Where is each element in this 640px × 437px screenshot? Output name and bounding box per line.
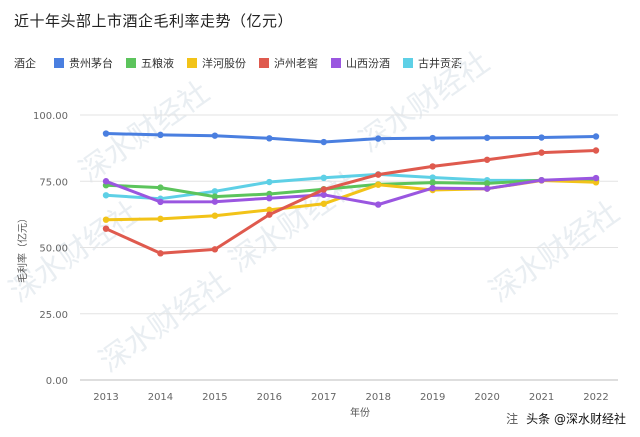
legend-swatch-gujinggong <box>403 58 413 68</box>
y-tick-label: 75.00 <box>39 177 68 188</box>
x-tick-label: 2017 <box>311 392 336 403</box>
x-tick-label: 2018 <box>365 392 390 403</box>
data-point-s4-2021 <box>538 176 545 184</box>
data-point-s2-2015 <box>211 212 219 219</box>
legend-label-fenjiu: 山西汾酒 <box>346 57 390 70</box>
data-point-s0-2013 <box>102 130 110 137</box>
data-point-s5-2019 <box>429 174 436 181</box>
data-point-s2-2016 <box>266 206 273 214</box>
data-point-s3-2015 <box>211 246 219 253</box>
x-tick-label: 2015 <box>202 392 227 403</box>
legend-item-maotai[interactable]: 贵州茅台 <box>54 55 113 71</box>
watermark-text: 深水财经社 <box>353 45 496 160</box>
legend-item-gujinggong[interactable]: 古井贡酒 <box>403 55 462 71</box>
y-tick-label: 100.00 <box>33 111 68 122</box>
data-point-s1-2019 <box>429 179 436 186</box>
footer-brand: 头条 @深水财经社 <box>526 412 626 426</box>
data-point-s4-2018 <box>375 201 382 208</box>
chart-title: 近十年头部上市酒企毛利率走势（亿元） <box>14 12 294 30</box>
data-point-s0-2014 <box>157 131 164 139</box>
footer-note: 注 <box>506 412 519 426</box>
data-point-s1-2015 <box>211 193 219 200</box>
watermark-text: 深水财经社 <box>223 165 366 280</box>
data-point-s4-2016 <box>266 195 273 202</box>
data-point-s3-2016 <box>266 211 273 218</box>
legend-swatch-maotai <box>54 58 64 68</box>
data-point-s0-2020 <box>483 134 491 141</box>
data-point-s0-2022 <box>592 133 600 140</box>
legend-item-luzhoulaojiao[interactable]: 泸州老窖 <box>259 55 318 71</box>
data-point-s0-2016 <box>266 135 273 142</box>
series-line-0 <box>104 132 598 144</box>
data-point-s0-2018 <box>375 135 382 142</box>
data-point-s3-2013 <box>102 225 110 232</box>
legend-label-gujinggong: 古井贡酒 <box>418 57 462 70</box>
y-tick-label: 50.00 <box>39 244 68 255</box>
legend-title: 酒企 <box>14 57 36 70</box>
watermark-text: 深水财经社 <box>93 265 236 380</box>
y-tick-label: 25.00 <box>39 310 68 321</box>
data-point-s3-2019 <box>429 163 436 170</box>
data-point-s3-2017 <box>320 186 327 193</box>
x-axis-label: 年份 <box>350 406 370 419</box>
data-point-s0-2015 <box>211 132 219 139</box>
series-line-3 <box>104 149 598 255</box>
data-point-s3-2022 <box>592 147 600 154</box>
footer: 注 头条 @深水财经社 <box>506 410 626 427</box>
data-point-s2-2013 <box>102 216 110 223</box>
data-point-s1-2014 <box>157 184 164 191</box>
x-tick-label: 2019 <box>420 392 445 403</box>
legend-swatch-yanghe <box>187 58 197 68</box>
data-point-s4-2019 <box>429 184 436 192</box>
legend-label-yanghe: 洋河股份 <box>202 57 246 70</box>
data-point-s0-2019 <box>429 134 436 142</box>
data-point-s5-2015 <box>211 188 219 195</box>
data-point-s5-2016 <box>266 178 273 186</box>
x-tick-label: 2021 <box>529 392 554 403</box>
data-point-s5-2013 <box>102 192 110 199</box>
data-point-s4-2020 <box>483 185 491 192</box>
legend: 酒企 贵州茅台 五粮液 洋河股份 泸州老窖 山西汾酒 古井贡酒 <box>14 55 475 71</box>
data-point-s4-2017 <box>320 191 327 198</box>
legend-swatch-luzhoulaojiao <box>259 58 269 68</box>
data-point-s2-2018 <box>375 181 382 188</box>
data-point-s4-2014 <box>157 198 164 206</box>
data-point-s4-2022 <box>592 174 600 182</box>
x-tick-label: 2014 <box>148 392 173 403</box>
data-point-s0-2021 <box>538 134 545 141</box>
legend-item-wuliangye[interactable]: 五粮液 <box>126 55 174 71</box>
legend-label-luzhoulaojiao: 泸州老窖 <box>274 57 318 70</box>
y-axis-label: 毛利率（亿元） <box>16 213 29 283</box>
legend-item-yanghe[interactable]: 洋河股份 <box>187 55 246 71</box>
data-point-s3-2021 <box>538 149 545 156</box>
watermark-text: 深水财经社 <box>73 75 216 190</box>
series-line-4 <box>104 176 598 207</box>
x-tick-label: 2013 <box>93 392 118 403</box>
data-point-s5-2017 <box>320 174 327 182</box>
data-point-s3-2018 <box>375 171 382 178</box>
x-tick-label: 2022 <box>583 392 608 403</box>
data-point-s3-2014 <box>157 250 164 257</box>
legend-swatch-fenjiu <box>331 58 341 68</box>
data-point-s2-2014 <box>157 215 164 223</box>
data-point-s3-2020 <box>483 156 491 163</box>
data-point-s0-2017 <box>320 138 327 146</box>
data-point-s4-2015 <box>211 198 219 205</box>
x-tick-label: 2016 <box>257 392 282 403</box>
data-point-s2-2017 <box>320 200 327 207</box>
data-point-s4-2013 <box>102 178 110 185</box>
series-line-1 <box>104 178 598 199</box>
x-tick-label: 2020 <box>474 392 499 403</box>
legend-item-fenjiu[interactable]: 山西汾酒 <box>331 55 390 71</box>
y-tick-label: 0.00 <box>46 376 68 387</box>
legend-label-maotai: 贵州茅台 <box>69 57 113 70</box>
legend-label-wuliangye: 五粮液 <box>141 57 174 70</box>
legend-swatch-wuliangye <box>126 58 136 68</box>
data-point-s1-2020 <box>483 180 491 187</box>
watermark-text: 深水财经社 <box>483 195 626 310</box>
